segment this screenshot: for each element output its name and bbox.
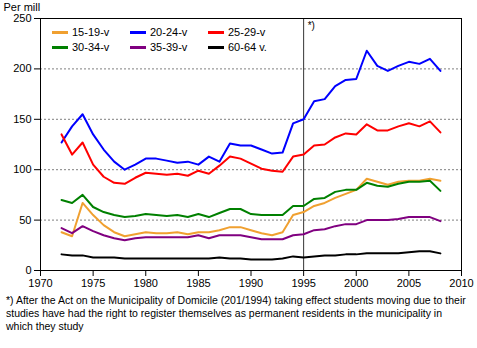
svg-text:2005: 2005 bbox=[397, 277, 421, 289]
svg-text:2010: 2010 bbox=[449, 277, 473, 289]
svg-text:250: 250 bbox=[13, 12, 31, 24]
svg-text:200: 200 bbox=[13, 62, 31, 74]
svg-text:150: 150 bbox=[13, 113, 31, 125]
svg-text:1990: 1990 bbox=[239, 277, 263, 289]
svg-text:1975: 1975 bbox=[81, 277, 105, 289]
svg-text:Per mill: Per mill bbox=[4, 1, 41, 13]
html-text:15-19-v: 15-19-v bbox=[72, 26, 110, 38]
html-text:60-64 v.: 60-64 v. bbox=[228, 41, 267, 53]
html-text:25-29-v: 25-29-v bbox=[228, 26, 266, 38]
svg-text:1980: 1980 bbox=[134, 277, 158, 289]
html-text:*) After the Act on the Munici: *) After the Act on the Municipality of … bbox=[6, 294, 466, 332]
html-text:30-34-v: 30-34-v bbox=[72, 41, 110, 53]
svg-text:50: 50 bbox=[19, 214, 31, 226]
svg-text:1985: 1985 bbox=[186, 277, 210, 289]
svg-text:1970: 1970 bbox=[28, 277, 52, 289]
svg-text:100: 100 bbox=[13, 163, 31, 175]
svg-text:*): *) bbox=[308, 20, 315, 31]
svg-text:2000: 2000 bbox=[344, 277, 368, 289]
svg-text:1995: 1995 bbox=[291, 277, 315, 289]
html-text:35-39-v: 35-39-v bbox=[150, 41, 188, 53]
html-text:20-24-v: 20-24-v bbox=[150, 26, 188, 38]
svg-text:0: 0 bbox=[25, 264, 31, 276]
